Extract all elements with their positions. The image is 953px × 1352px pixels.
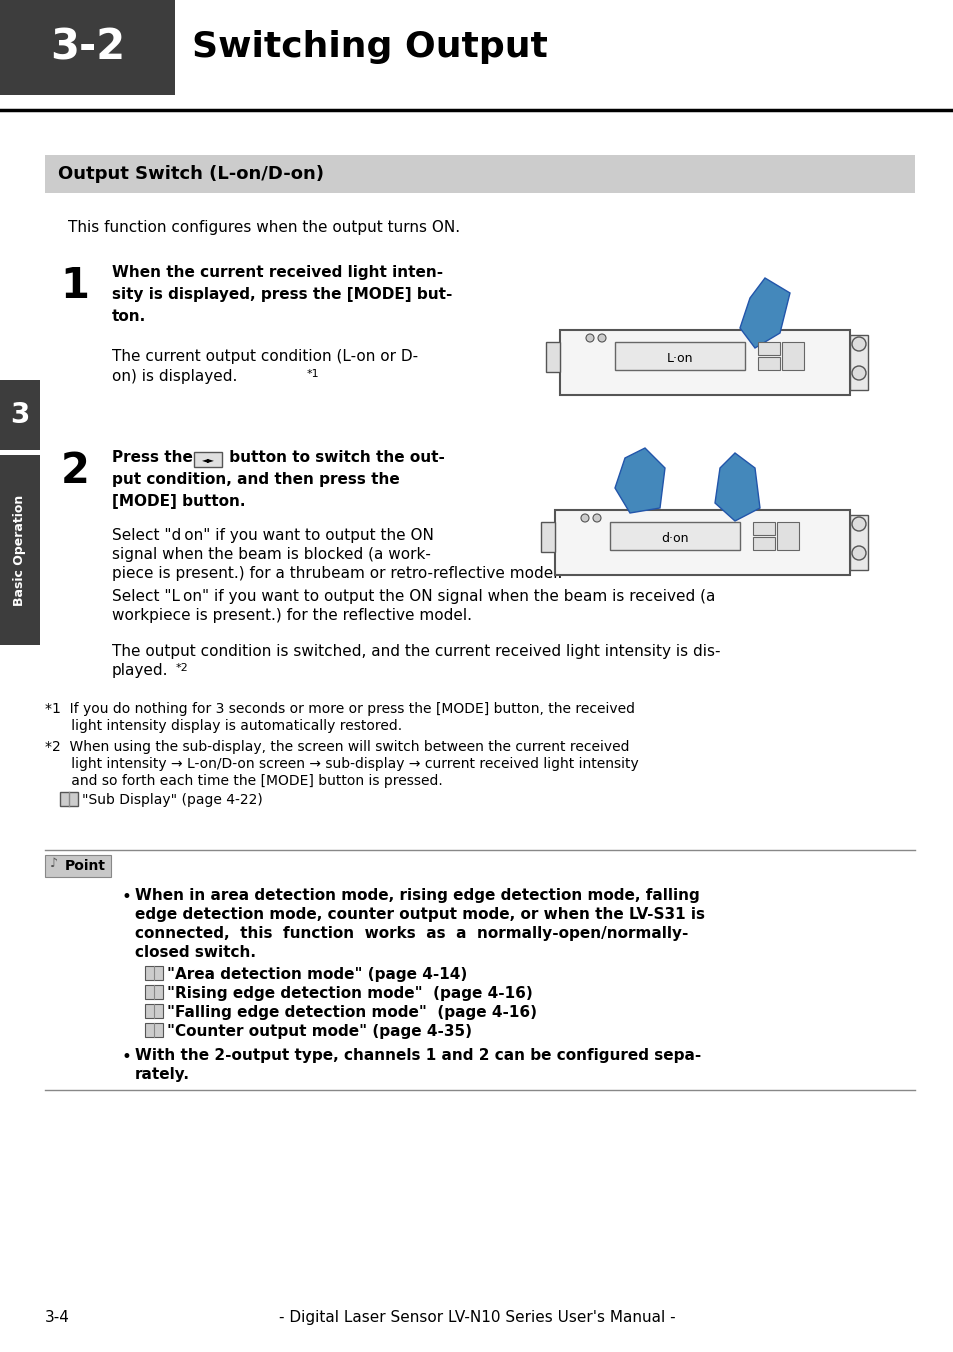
Circle shape — [851, 337, 865, 352]
Circle shape — [598, 334, 605, 342]
Bar — [758, 342, 780, 356]
Bar — [555, 510, 849, 575]
Text: "Rising edge detection mode"  (page 4-16): "Rising edge detection mode" (page 4-16) — [167, 986, 532, 1000]
Text: piece is present.) for a thrubeam or retro-reflective model.: piece is present.) for a thrubeam or ret… — [112, 566, 561, 581]
Circle shape — [593, 514, 600, 522]
Text: put condition, and then press the: put condition, and then press the — [112, 472, 399, 487]
Text: rately.: rately. — [135, 1067, 190, 1082]
Bar — [559, 330, 849, 395]
Text: "Sub Display" (page 4-22): "Sub Display" (page 4-22) — [82, 794, 262, 807]
Text: - Digital Laser Sensor LV-N10 Series User's Manual -: - Digital Laser Sensor LV-N10 Series Use… — [278, 1310, 675, 1325]
Text: Select "L on" if you want to output the ON signal when the beam is received (a: Select "L on" if you want to output the … — [112, 589, 715, 604]
Text: light intensity → L-on/D-on screen → sub-display → current received light intens: light intensity → L-on/D-on screen → sub… — [45, 757, 639, 771]
Bar — [193, 452, 222, 466]
Polygon shape — [714, 453, 760, 521]
Text: ♪: ♪ — [50, 857, 58, 869]
Text: 2: 2 — [60, 450, 90, 492]
Text: on) is displayed.: on) is displayed. — [112, 369, 237, 384]
Text: workpiece is present.) for the reflective model.: workpiece is present.) for the reflectiv… — [112, 608, 472, 623]
Circle shape — [851, 516, 865, 531]
Circle shape — [580, 514, 588, 522]
Text: •: • — [122, 1048, 132, 1065]
Text: *2  When using the sub-display, the screen will switch between the current recei: *2 When using the sub-display, the scree… — [45, 740, 629, 754]
Circle shape — [585, 334, 594, 342]
Text: 1: 1 — [60, 265, 90, 307]
Text: ◄►: ◄► — [201, 456, 214, 465]
Text: ton.: ton. — [112, 310, 146, 324]
Text: Output Switch (L-on/D-on): Output Switch (L-on/D-on) — [58, 165, 324, 183]
Text: Basic Operation: Basic Operation — [13, 495, 27, 606]
Text: When the current received light inten-: When the current received light inten- — [112, 265, 442, 280]
Text: signal when the beam is blocked (a work-: signal when the beam is blocked (a work- — [112, 548, 431, 562]
Text: "Falling edge detection mode"  (page 4-16): "Falling edge detection mode" (page 4-16… — [167, 1005, 537, 1019]
Text: Point: Point — [65, 859, 106, 873]
Bar — [609, 522, 740, 550]
Bar — [540, 522, 555, 552]
Text: L·on: L·on — [666, 352, 693, 365]
Bar — [145, 1005, 163, 1018]
Bar — [776, 522, 799, 550]
Text: light intensity display is automatically restored.: light intensity display is automatically… — [45, 719, 402, 733]
Text: [MODE] button.: [MODE] button. — [112, 493, 245, 508]
Text: *2: *2 — [175, 662, 189, 673]
Text: This function configures when the output turns ON.: This function configures when the output… — [68, 220, 459, 235]
Text: 3-2: 3-2 — [51, 27, 126, 69]
Text: *1  If you do nothing for 3 seconds or more or press the [MODE] button, the rece: *1 If you do nothing for 3 seconds or mo… — [45, 702, 635, 717]
Text: closed switch.: closed switch. — [135, 945, 255, 960]
Text: played.: played. — [112, 662, 169, 677]
Bar — [615, 342, 744, 370]
Bar — [752, 522, 774, 535]
Text: 3-4: 3-4 — [45, 1310, 70, 1325]
Bar — [145, 1023, 163, 1037]
Text: When in area detection mode, rising edge detection mode, falling: When in area detection mode, rising edge… — [135, 888, 699, 903]
Text: sity is displayed, press the [MODE] but-: sity is displayed, press the [MODE] but- — [112, 287, 452, 301]
Text: 3: 3 — [10, 402, 30, 429]
Text: button to switch the out-: button to switch the out- — [224, 450, 444, 465]
Bar — [145, 965, 163, 980]
Bar — [60, 792, 78, 806]
Text: •: • — [122, 888, 132, 906]
Bar — [758, 357, 780, 370]
Text: Press the: Press the — [112, 450, 198, 465]
Circle shape — [851, 366, 865, 380]
Text: With the 2-output type, channels 1 and 2 can be configured sepa-: With the 2-output type, channels 1 and 2… — [135, 1048, 700, 1063]
Bar — [752, 537, 774, 550]
Text: Switching Output: Switching Output — [192, 31, 547, 65]
Text: The output condition is switched, and the current received light intensity is di: The output condition is switched, and th… — [112, 644, 720, 658]
Bar — [849, 515, 867, 571]
Bar — [45, 155, 914, 193]
Bar — [0, 456, 40, 645]
Text: and so forth each time the [MODE] button is pressed.: and so forth each time the [MODE] button… — [45, 773, 442, 788]
Text: Select "d on" if you want to output the ON: Select "d on" if you want to output the … — [112, 529, 434, 544]
Bar — [781, 342, 803, 370]
Text: "Counter output mode" (page 4-35): "Counter output mode" (page 4-35) — [167, 1023, 472, 1038]
Circle shape — [851, 546, 865, 560]
Bar — [0, 0, 174, 95]
Polygon shape — [740, 279, 789, 347]
Bar — [45, 854, 111, 877]
Text: *1: *1 — [307, 369, 319, 379]
Text: connected,  this  function  works  as  a  normally-open/normally-: connected, this function works as a norm… — [135, 926, 688, 941]
Bar — [545, 342, 559, 372]
Polygon shape — [615, 448, 664, 512]
Text: edge detection mode, counter output mode, or when the LV-S31 is: edge detection mode, counter output mode… — [135, 907, 704, 922]
Bar — [145, 986, 163, 999]
Text: d·on: d·on — [660, 531, 688, 545]
Bar — [0, 380, 40, 450]
Text: "Area detection mode" (page 4-14): "Area detection mode" (page 4-14) — [167, 967, 467, 982]
Text: The current output condition (L-on or D-: The current output condition (L-on or D- — [112, 349, 417, 364]
Bar — [849, 335, 867, 389]
